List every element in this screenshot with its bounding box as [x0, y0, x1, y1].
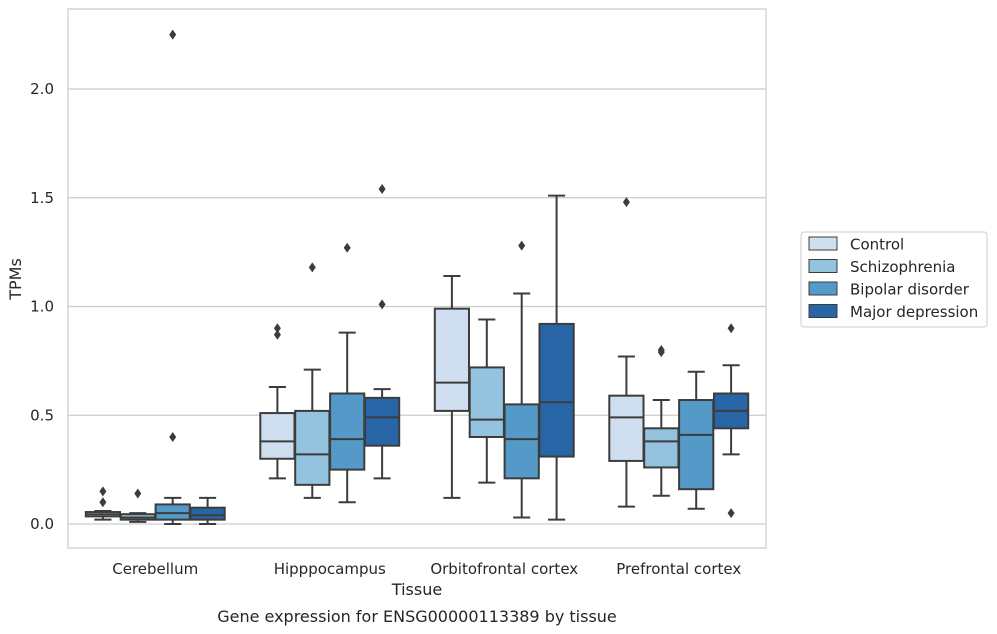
- y-axis-ticks: 0.0 0.5 1.0 1.5 2.0: [30, 80, 54, 533]
- outlier-point: [273, 329, 281, 340]
- gridlines: [68, 88, 766, 525]
- legend-label: Schizophrenia: [850, 258, 955, 276]
- box-2-3: [678, 370, 715, 510]
- box-groups: [84, 29, 750, 525]
- box-iqr: [678, 399, 715, 491]
- box-iqr: [608, 394, 645, 462]
- outlier-point: [343, 242, 351, 253]
- box-1-1: [294, 262, 331, 499]
- box-0-1: [259, 323, 296, 480]
- plot-area-frame: [67, 8, 767, 549]
- outlier-point: [727, 323, 735, 334]
- legend-label: Control: [850, 236, 904, 254]
- box-iqr: [538, 322, 575, 458]
- outlier-point: [169, 432, 177, 442]
- box-iqr: [154, 503, 191, 521]
- y-tick-label: 1.0: [30, 298, 54, 316]
- y-tick-label: 2.0: [30, 80, 54, 98]
- outlier-point: [273, 323, 281, 334]
- y-tick-label: 0.5: [30, 406, 54, 424]
- box-iqr: [468, 366, 505, 438]
- y-tick-label: 1.5: [30, 189, 54, 207]
- outlier-point: [727, 508, 735, 519]
- legend: Control Schizophrenia Bipolar disorder Majo…: [800, 231, 988, 328]
- legend-label: Bipolar disorder: [850, 281, 970, 299]
- box-iqr: [643, 427, 680, 469]
- box-iqr: [294, 409, 331, 486]
- y-axis-title: TPMs: [6, 258, 25, 301]
- box-3-2: [538, 194, 575, 521]
- x-axis-title: Tissue: [391, 580, 442, 599]
- box-iqr: [503, 403, 540, 480]
- legend-swatch: [808, 259, 838, 273]
- box-1-3: [643, 345, 680, 497]
- box-3-1: [363, 184, 401, 480]
- x-tick-label: Cerebellum: [112, 560, 198, 578]
- legend-label: Major depression: [850, 303, 978, 321]
- legend-swatch: [808, 281, 838, 296]
- outlier-point: [169, 29, 177, 40]
- legend-swatch: [808, 304, 838, 318]
- box-iqr: [363, 396, 401, 447]
- box-1-2: [468, 318, 505, 484]
- outlier-point: [134, 488, 142, 499]
- box-iqr: [189, 506, 226, 521]
- box-iqr: [433, 307, 471, 412]
- outlier-point: [622, 197, 630, 208]
- outlier-point: [378, 299, 386, 310]
- box-iqr: [329, 392, 366, 471]
- x-tick-label: Hipppocampus: [274, 560, 386, 578]
- chart-caption: Gene expression for ENSG00000113389 by t…: [217, 607, 617, 626]
- outlier-point: [378, 184, 386, 195]
- x-axis-ticks: Cerebellum Hipppocampus Orbitofrontal cort…: [112, 560, 741, 578]
- legend-swatch: [808, 236, 838, 251]
- outlier-point: [99, 486, 107, 497]
- y-tick-label: 0.0: [30, 515, 54, 533]
- outlier-point: [308, 262, 316, 273]
- box-3-0: [189, 496, 226, 525]
- outlier-point: [657, 345, 665, 355]
- x-tick-label: Prefrontal cortex: [616, 560, 741, 578]
- box-2-1: [329, 242, 366, 504]
- box-2-2: [503, 240, 540, 519]
- box-0-3: [608, 197, 645, 508]
- box-iqr: [259, 412, 296, 460]
- box-0-2: [433, 275, 471, 499]
- x-tick-label: Orbitofrontal cortex: [430, 560, 578, 578]
- box-2-0: [154, 29, 191, 525]
- legend-frame: [800, 231, 988, 328]
- outlier-point: [518, 240, 526, 251]
- box-3-3: [712, 323, 750, 519]
- box-0-0: [84, 486, 122, 521]
- outlier-point: [99, 497, 107, 508]
- box-1-0: [119, 488, 156, 523]
